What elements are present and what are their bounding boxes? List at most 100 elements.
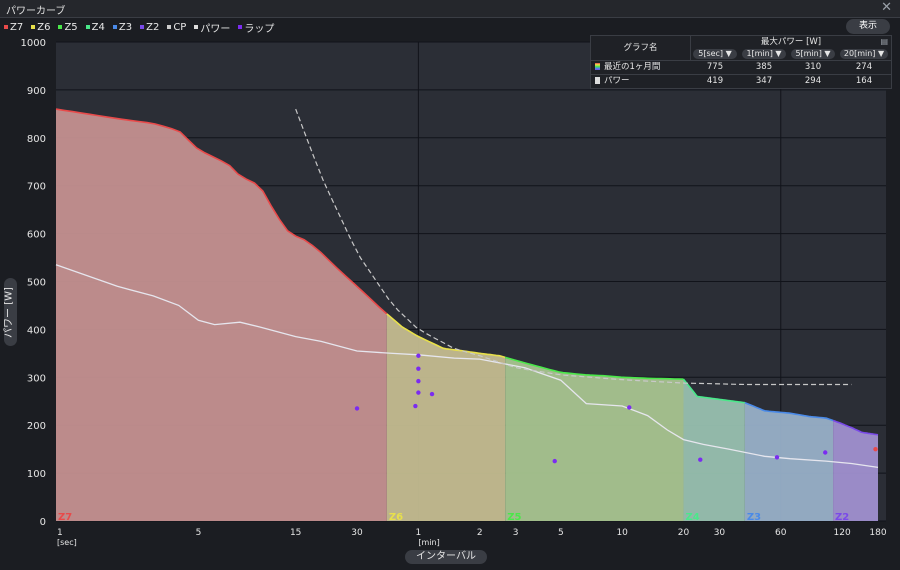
x-tick-label: 1 [57,528,63,538]
row-swatch-icon [595,63,600,70]
show-button[interactable]: 表示 [846,19,890,34]
legend-swatch-icon [31,25,36,29]
x-tick-label: 30 [714,528,726,538]
zone-edge-z6 [386,313,506,359]
zone-label-z7: Z7 [58,512,72,523]
legend-swatch-icon [4,25,8,29]
zone-edge-z5 [504,356,684,380]
legend: Z7 Z6 Z5 Z4 Z3 Z2 CP パワー ラップ [4,20,274,35]
y-tick-label: 100 [27,469,46,480]
y-tick-label: 700 [27,182,46,193]
close-icon[interactable]: ✕ [881,0,892,15]
y-tick-label: 800 [27,134,46,145]
legend-swatch-icon [238,25,243,29]
x-tick-unit: [min] [418,538,439,547]
lap-point [552,458,557,464]
lap-point [774,455,780,460]
legend-item-ラップ[interactable]: ラップ [238,20,274,35]
row-name: 最近の1ヶ月間 [604,62,661,72]
lap-point [698,457,703,462]
row-name: パワー [604,76,630,86]
y-tick-label: 200 [27,421,46,432]
legend-item-z2[interactable]: Z2 [140,20,159,34]
legend-swatch-icon [58,25,63,29]
lap-point [416,353,421,358]
row-swatch-icon [595,77,600,84]
table-row: 最近の1ヶ月間 775 385 310 274 [591,60,891,74]
legend-label: Z5 [64,21,78,33]
title-bar: パワーカーブ ✕ [0,0,900,18]
x-tick-label: 120 [834,528,851,538]
power-line [55,264,879,469]
cp-line [295,108,852,386]
zone-edge-z2 [832,419,879,436]
cell-value: 274 [855,62,873,72]
lap-point [413,403,418,409]
y-axis-label: パワー [W] [3,287,15,338]
lap-point [823,450,828,455]
y-tick-label: 0 [40,517,46,528]
y-tick-label: 300 [27,373,46,384]
legend-item-z7[interactable]: Z7 [4,20,23,34]
lap-point [354,406,360,411]
legend-label: パワー [200,23,231,35]
legend-label: Z4 [91,21,105,33]
legend-swatch-icon [194,25,199,29]
legend-item-パワー[interactable]: パワー [194,20,231,35]
zone-label-z4: Z4 [686,512,700,523]
y-tick-label: 900 [27,86,46,97]
cell-value: 385 [755,62,773,72]
zone-label-z6: Z6 [389,512,403,523]
legend-item-z5[interactable]: Z5 [58,20,78,34]
column-5min[interactable]: 5[min] ▼ [791,49,835,59]
legend-swatch-icon [167,25,172,29]
legend-item-z6[interactable]: Z6 [31,20,50,34]
zone-area-z7 [56,109,387,521]
legend-item-cp[interactable]: CP [167,20,186,34]
cell-value: 419 [706,76,724,86]
zone-label-z2: Z2 [835,512,849,523]
cell-value: 164 [855,76,873,86]
x-tick-label: 2 [477,528,483,538]
cell-value: 775 [706,62,724,72]
legend-item-z3[interactable]: Z3 [112,20,132,34]
column-20min[interactable]: 20[min] ▼ [840,49,888,59]
zone-area-z6 [386,313,506,521]
cell-value: 310 [804,62,822,72]
y-tick-label: 600 [27,230,46,241]
legend-swatch-icon [140,25,145,29]
x-tick-label: 1 [416,528,422,538]
zone-label-z5: Z5 [507,512,521,523]
legend-label: Z2 [146,21,160,33]
legend-label: CP [173,21,187,33]
cell-value: 347 [755,76,773,86]
zone-area-z4 [683,379,745,521]
cell-value: 294 [804,76,822,86]
x-tick-label: 20 [678,528,690,538]
window-title: パワーカーブ [6,6,66,17]
x-tick-unit: [sec] [57,538,77,547]
y-tick-label: 400 [27,325,46,336]
zone-edge-z7 [55,108,388,315]
x-tick-label: 15 [290,528,301,538]
column-5sec[interactable]: 5[sec] ▼ [693,49,737,59]
x-tick-label: 3 [513,528,519,538]
table-menu-icon[interactable]: ▤ [880,37,888,46]
lap-point [873,446,878,452]
legend-label: Z7 [10,21,24,33]
zone-area-z2 [833,420,878,521]
x-tick-label: 5 [196,528,202,538]
legend-swatch-icon [112,25,117,29]
legend-label: Z6 [37,21,51,33]
x-tick-label: 10 [616,528,628,538]
x-tick-label: 5 [558,528,564,538]
column-1min[interactable]: 1[min] ▼ [742,49,786,59]
legend-swatch-icon [85,25,90,29]
x-tick-label: 30 [351,528,363,538]
graph-name-header: グラフ名 [591,36,691,60]
max-power-header: 最大パワー [W] [760,37,822,47]
zone-label-z3: Z3 [747,512,761,523]
legend-item-z4[interactable]: Z4 [85,20,105,34]
max-power-table: グラフ名 最大パワー [W] ▤ 5[sec] ▼ 1[min] ▼ 5[min… [590,35,892,89]
